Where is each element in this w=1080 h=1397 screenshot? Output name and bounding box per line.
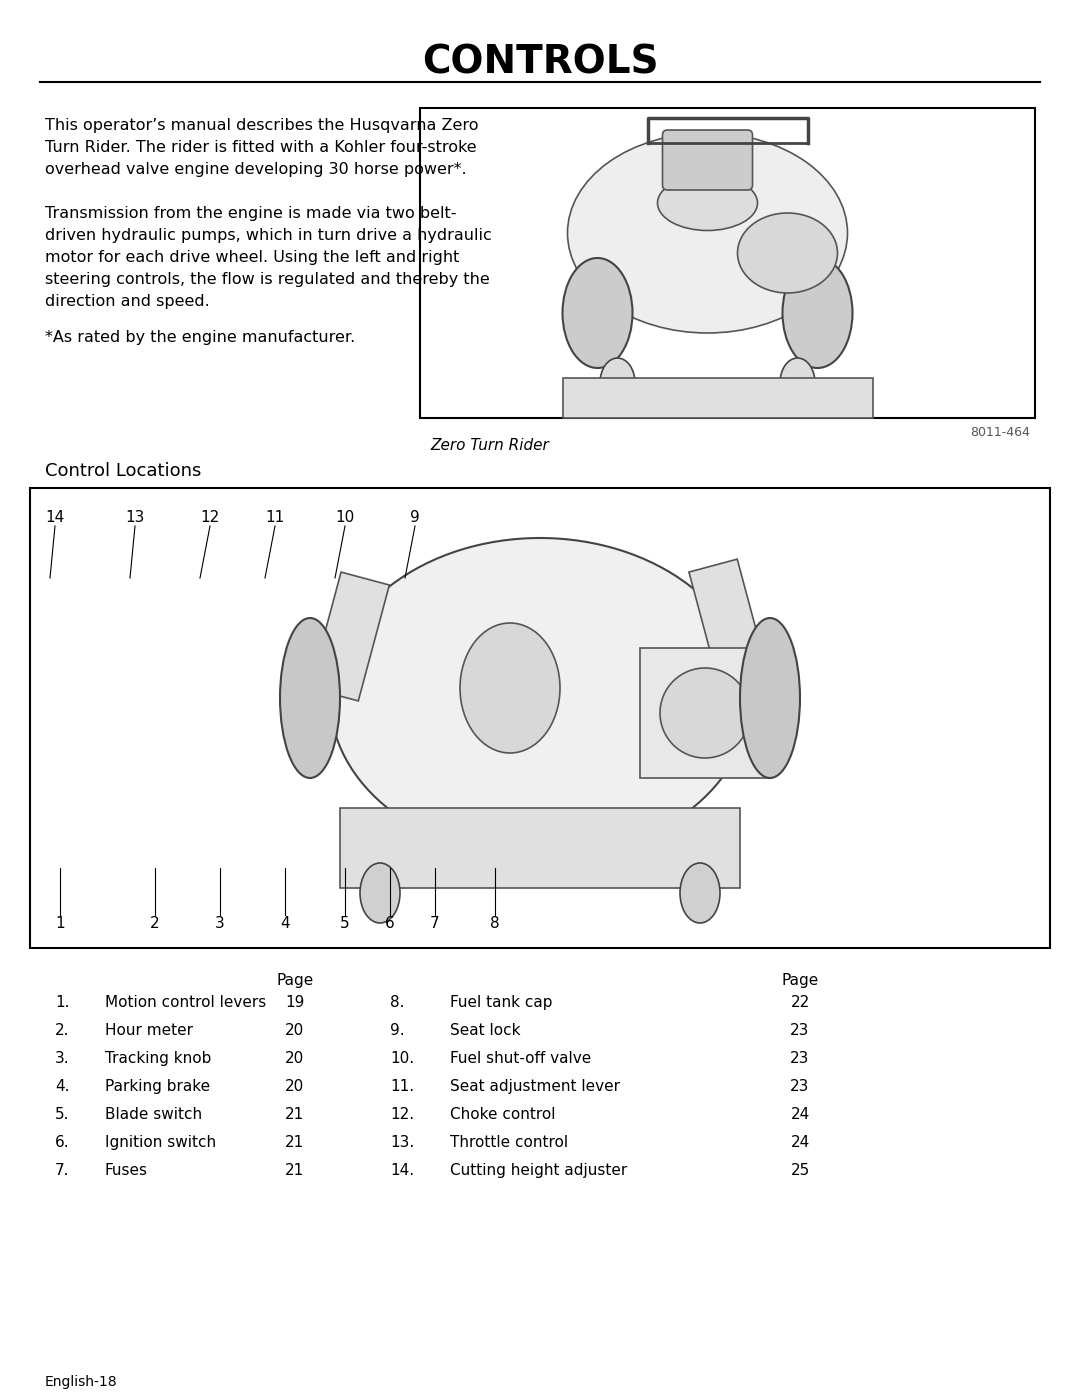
Text: Fuses: Fuses: [105, 1162, 148, 1178]
Text: Motion control levers: Motion control levers: [105, 995, 267, 1010]
Text: 3.: 3.: [55, 1051, 69, 1066]
Text: 6.: 6.: [55, 1134, 69, 1150]
Text: Parking brake: Parking brake: [105, 1078, 211, 1094]
Ellipse shape: [600, 358, 635, 408]
Text: Page: Page: [276, 972, 313, 988]
Text: 10: 10: [336, 510, 354, 525]
Text: 25: 25: [791, 1162, 810, 1178]
Text: Page: Page: [781, 972, 819, 988]
Ellipse shape: [780, 358, 815, 408]
Text: 2: 2: [150, 915, 160, 930]
Text: English-18: English-18: [45, 1375, 118, 1389]
Text: Zero Turn Rider: Zero Turn Rider: [430, 439, 549, 453]
Text: Seat adjustment lever: Seat adjustment lever: [450, 1078, 620, 1094]
Text: 20: 20: [285, 1078, 305, 1094]
Text: 23: 23: [791, 1023, 810, 1038]
Text: 1: 1: [55, 915, 65, 930]
Text: 11.: 11.: [390, 1078, 414, 1094]
Ellipse shape: [783, 258, 852, 367]
Bar: [563, 379, 873, 418]
Ellipse shape: [680, 863, 720, 923]
Text: steering controls, the flow is regulated and thereby the: steering controls, the flow is regulated…: [45, 272, 489, 286]
Text: 14.: 14.: [390, 1162, 414, 1178]
Text: Cutting height adjuster: Cutting height adjuster: [450, 1162, 627, 1178]
Text: Control Locations: Control Locations: [45, 462, 201, 481]
Text: 21: 21: [285, 1162, 305, 1178]
Text: 23: 23: [791, 1051, 810, 1066]
Ellipse shape: [658, 176, 757, 231]
Text: direction and speed.: direction and speed.: [45, 293, 210, 309]
Text: 21: 21: [285, 1106, 305, 1122]
Text: 6: 6: [386, 915, 395, 930]
Ellipse shape: [740, 617, 800, 778]
Text: Transmission from the engine is made via two belt-: Transmission from the engine is made via…: [45, 205, 457, 221]
Ellipse shape: [360, 863, 400, 923]
Text: motor for each drive wheel. Using the left and right: motor for each drive wheel. Using the le…: [45, 250, 459, 265]
Text: 7: 7: [430, 915, 440, 930]
Text: 4: 4: [280, 915, 289, 930]
Ellipse shape: [330, 538, 750, 858]
Text: 5.: 5.: [55, 1106, 69, 1122]
Text: 8: 8: [490, 915, 500, 930]
Text: 20: 20: [285, 1023, 305, 1038]
Circle shape: [660, 668, 750, 759]
Text: 3: 3: [215, 915, 225, 930]
Text: 12.: 12.: [390, 1106, 414, 1122]
Text: overhead valve engine developing 30 horse power*.: overhead valve engine developing 30 hors…: [45, 162, 467, 177]
Text: 23: 23: [791, 1078, 810, 1094]
Text: 1.: 1.: [55, 995, 69, 1010]
Text: Choke control: Choke control: [450, 1106, 555, 1122]
Text: Fuel tank cap: Fuel tank cap: [450, 995, 553, 1010]
Text: Fuel shut-off valve: Fuel shut-off valve: [450, 1051, 591, 1066]
Bar: [640, 648, 770, 778]
Text: 4.: 4.: [55, 1078, 69, 1094]
Text: 13.: 13.: [390, 1134, 415, 1150]
Text: 8011-464: 8011-464: [970, 426, 1030, 439]
Text: 8.: 8.: [390, 995, 405, 1010]
Ellipse shape: [280, 617, 340, 778]
Ellipse shape: [567, 133, 848, 332]
Ellipse shape: [563, 258, 633, 367]
Text: Tracking knob: Tracking knob: [105, 1051, 212, 1066]
Text: 13: 13: [125, 510, 145, 525]
Text: 7.: 7.: [55, 1162, 69, 1178]
Text: 24: 24: [791, 1106, 810, 1122]
Text: 20: 20: [285, 1051, 305, 1066]
Text: 22: 22: [791, 995, 810, 1010]
Text: Turn Rider. The rider is fitted with a Kohler four-stroke: Turn Rider. The rider is fitted with a K…: [45, 140, 476, 155]
Text: CONTROLS: CONTROLS: [421, 43, 659, 81]
Bar: [30, 488, 1050, 949]
Ellipse shape: [738, 212, 837, 293]
Text: 9: 9: [410, 510, 420, 525]
Text: Seat lock: Seat lock: [450, 1023, 521, 1038]
Bar: [340, 807, 740, 888]
Bar: [689, 559, 768, 687]
Text: 14: 14: [45, 510, 65, 525]
Text: 21: 21: [285, 1134, 305, 1150]
Bar: [420, 108, 1035, 418]
Ellipse shape: [460, 623, 561, 753]
Text: Throttle control: Throttle control: [450, 1134, 568, 1150]
Text: 19: 19: [285, 995, 305, 1010]
Bar: [310, 573, 390, 701]
Text: 5: 5: [340, 915, 350, 930]
Text: 24: 24: [791, 1134, 810, 1150]
Text: 9.: 9.: [390, 1023, 405, 1038]
Text: Ignition switch: Ignition switch: [105, 1134, 216, 1150]
Text: *As rated by the engine manufacturer.: *As rated by the engine manufacturer.: [45, 330, 355, 345]
FancyBboxPatch shape: [662, 130, 753, 190]
Text: 2.: 2.: [55, 1023, 69, 1038]
Text: driven hydraulic pumps, which in turn drive a hydraulic: driven hydraulic pumps, which in turn dr…: [45, 228, 491, 243]
Text: This operator’s manual describes the Husqvarna Zero: This operator’s manual describes the Hus…: [45, 117, 478, 133]
Text: Hour meter: Hour meter: [105, 1023, 193, 1038]
Text: Blade switch: Blade switch: [105, 1106, 202, 1122]
Text: 11: 11: [266, 510, 285, 525]
Text: 10.: 10.: [390, 1051, 414, 1066]
Text: 12: 12: [201, 510, 219, 525]
